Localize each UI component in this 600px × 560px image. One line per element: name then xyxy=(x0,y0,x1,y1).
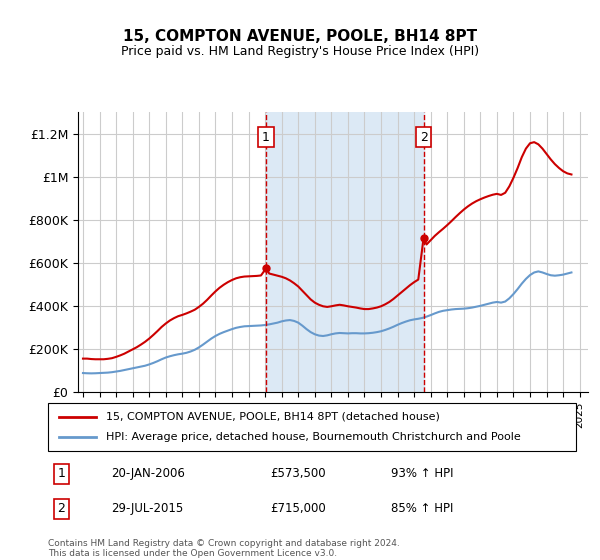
FancyBboxPatch shape xyxy=(48,403,576,451)
Text: 20-JAN-2006: 20-JAN-2006 xyxy=(112,468,185,480)
Text: 2: 2 xyxy=(57,502,65,515)
Text: £715,000: £715,000 xyxy=(270,502,326,515)
Text: 85% ↑ HPI: 85% ↑ HPI xyxy=(391,502,454,515)
Bar xyxy=(266,112,424,392)
Text: Contains HM Land Registry data © Crown copyright and database right 2024.
This d: Contains HM Land Registry data © Crown c… xyxy=(48,539,400,558)
Text: HPI: Average price, detached house, Bournemouth Christchurch and Poole: HPI: Average price, detached house, Bour… xyxy=(106,432,521,442)
Text: Price paid vs. HM Land Registry's House Price Index (HPI): Price paid vs. HM Land Registry's House … xyxy=(121,45,479,58)
Text: 1: 1 xyxy=(262,130,270,144)
Text: 15, COMPTON AVENUE, POOLE, BH14 8PT (detached house): 15, COMPTON AVENUE, POOLE, BH14 8PT (det… xyxy=(106,412,440,422)
Text: 15, COMPTON AVENUE, POOLE, BH14 8PT: 15, COMPTON AVENUE, POOLE, BH14 8PT xyxy=(123,29,477,44)
Text: 93% ↑ HPI: 93% ↑ HPI xyxy=(391,468,454,480)
Text: 2: 2 xyxy=(419,130,428,144)
Text: 1: 1 xyxy=(57,468,65,480)
Text: 29-JUL-2015: 29-JUL-2015 xyxy=(112,502,184,515)
Text: £573,500: £573,500 xyxy=(270,468,325,480)
